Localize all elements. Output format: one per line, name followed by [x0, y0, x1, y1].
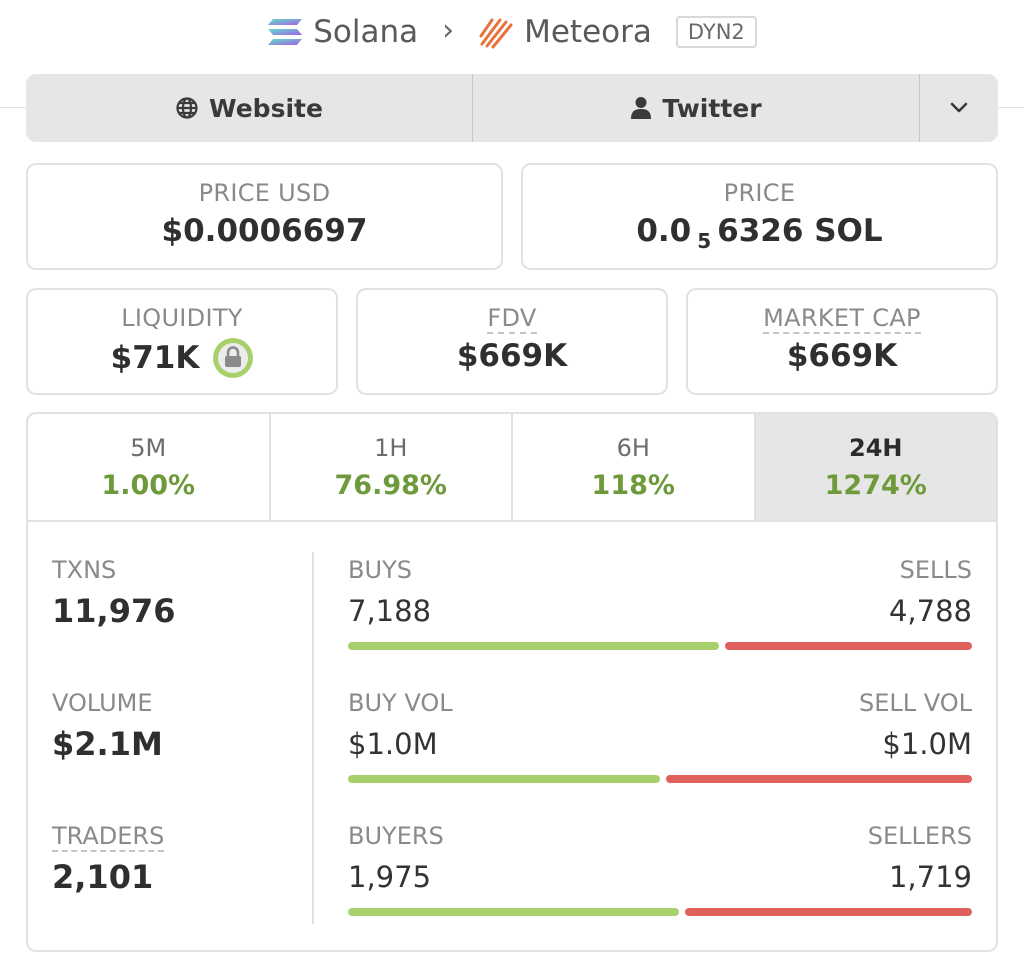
makers-bar	[348, 908, 972, 916]
market-cap-label[interactable]: MARKET CAP	[763, 304, 921, 334]
user-icon	[630, 96, 652, 120]
volume-value: $2.1M	[52, 725, 163, 763]
buy-vol-bar-fill	[348, 775, 661, 783]
price-native-suffix: 6326 SOL	[717, 213, 883, 249]
traders-metric: TRADERS 2,101	[52, 822, 165, 896]
buyers-value: 1,975	[348, 860, 432, 894]
buys-label: BUYS	[348, 556, 412, 584]
txns-label: TXNS	[52, 556, 117, 584]
fdv-label[interactable]: FDV	[487, 304, 537, 334]
tab-change: 1.00%	[101, 469, 196, 501]
chain-link[interactable]: Solana	[267, 14, 418, 50]
sellers-label: SELLERS	[867, 822, 972, 850]
chevron-down-icon	[949, 102, 969, 114]
price-usd-value: $0.0006697	[161, 213, 368, 249]
txns-metric: TXNS 11,976	[52, 556, 175, 630]
sellers-bar-fill	[684, 908, 972, 916]
chain-name: Solana	[313, 14, 419, 50]
chevron-right-icon: ›	[442, 12, 455, 48]
buys-value: 7,188	[348, 594, 432, 628]
twitter-label: Twitter	[662, 93, 762, 123]
timeframe-tabs: 5M 1.00% 1H 76.98% 6H 118% 24H 1274%	[28, 414, 996, 522]
price-native-label: PRICE	[723, 179, 796, 207]
liquidity-lock-icon[interactable]	[213, 338, 254, 378]
dex-link[interactable]: Meteora	[478, 14, 652, 50]
liquidity-label: LIQUIDITY	[121, 304, 243, 332]
liquidity-value: $71K	[110, 340, 200, 376]
globe-icon	[175, 96, 199, 120]
makers-row: BUYERS SELLERS 1,975 1,719	[348, 822, 972, 916]
link-bar: Website Twitter	[26, 74, 998, 142]
dex-name: Meteora	[524, 14, 652, 50]
buy-vol-value: $1.0M	[348, 727, 438, 761]
tab-label: 6H	[616, 433, 650, 462]
price-native-card: PRICE 0.0 5 6326 SOL	[521, 163, 998, 270]
sells-label: SELLS	[899, 556, 972, 584]
meteora-icon	[478, 14, 514, 50]
tab-label: 5M	[130, 433, 167, 462]
breadcrumb: Solana › Meteora DYN2	[0, 0, 1024, 64]
txn-stats-panel: 5M 1.00% 1H 76.98% 6H 118% 24H 1274% TXN…	[26, 412, 998, 952]
price-native-prefix: 0.0	[636, 213, 692, 249]
tab-5m[interactable]: 5M 1.00%	[28, 414, 271, 520]
more-links-button[interactable]	[920, 74, 998, 142]
tab-label: 1H	[374, 433, 408, 462]
price-native-zero-count: 5	[697, 229, 712, 253]
totals-column	[28, 552, 314, 924]
twitter-button[interactable]: Twitter	[473, 74, 920, 142]
buyers-bar-fill	[348, 908, 679, 916]
price-usd-label: PRICE USD	[198, 179, 331, 207]
pool-type-badge: DYN2	[675, 16, 757, 48]
buy-vol-label: BUY VOL	[348, 689, 453, 717]
price-native-value: 0.0 5 6326 SOL	[636, 213, 883, 253]
tab-change: 76.98%	[334, 469, 447, 501]
txns-value: 11,976	[52, 592, 176, 630]
buyers-label: BUYERS	[348, 822, 444, 850]
buys-sells-row: BUYS SELLS 7,188 4,788	[348, 556, 972, 650]
sell-vol-label: SELL VOL	[858, 689, 972, 717]
tab-change: 118%	[591, 469, 675, 501]
sellers-value: 1,719	[888, 860, 972, 894]
volume-label: VOLUME	[52, 689, 153, 717]
sells-value: 4,788	[888, 594, 972, 628]
solana-icon	[267, 17, 303, 47]
tab-1h[interactable]: 1H 76.98%	[271, 414, 513, 520]
liquidity-value-row: $71K	[111, 338, 254, 378]
sells-bar-fill	[725, 642, 972, 650]
market-cap-card: MARKET CAP $669K	[686, 288, 998, 395]
tab-6h[interactable]: 6H 118%	[513, 414, 756, 520]
liquidity-card: LIQUIDITY $71K	[26, 288, 338, 395]
price-usd-card: PRICE USD $0.0006697	[26, 163, 503, 270]
website-label: Website	[209, 93, 323, 123]
tab-change: 1274%	[824, 469, 927, 501]
traders-value: 2,101	[52, 858, 154, 896]
website-button[interactable]: Website	[26, 74, 473, 142]
volume-split-bar	[348, 775, 972, 783]
sell-vol-value: $1.0M	[882, 727, 972, 761]
buys-bar-fill	[348, 642, 720, 650]
tab-24h[interactable]: 24H 1274%	[755, 414, 996, 520]
fdv-value: $669K	[456, 338, 568, 374]
sell-vol-bar-fill	[666, 775, 972, 783]
volume-metric: VOLUME $2.1M	[52, 689, 163, 763]
market-cap-value: $669K	[786, 338, 898, 374]
buys-sells-bar	[348, 642, 972, 650]
fdv-card: FDV $669K	[356, 288, 668, 395]
volume-split-row: BUY VOL SELL VOL $1.0M $1.0M	[348, 689, 972, 783]
traders-label[interactable]: TRADERS	[52, 822, 165, 852]
tab-label: 24H	[849, 433, 903, 462]
